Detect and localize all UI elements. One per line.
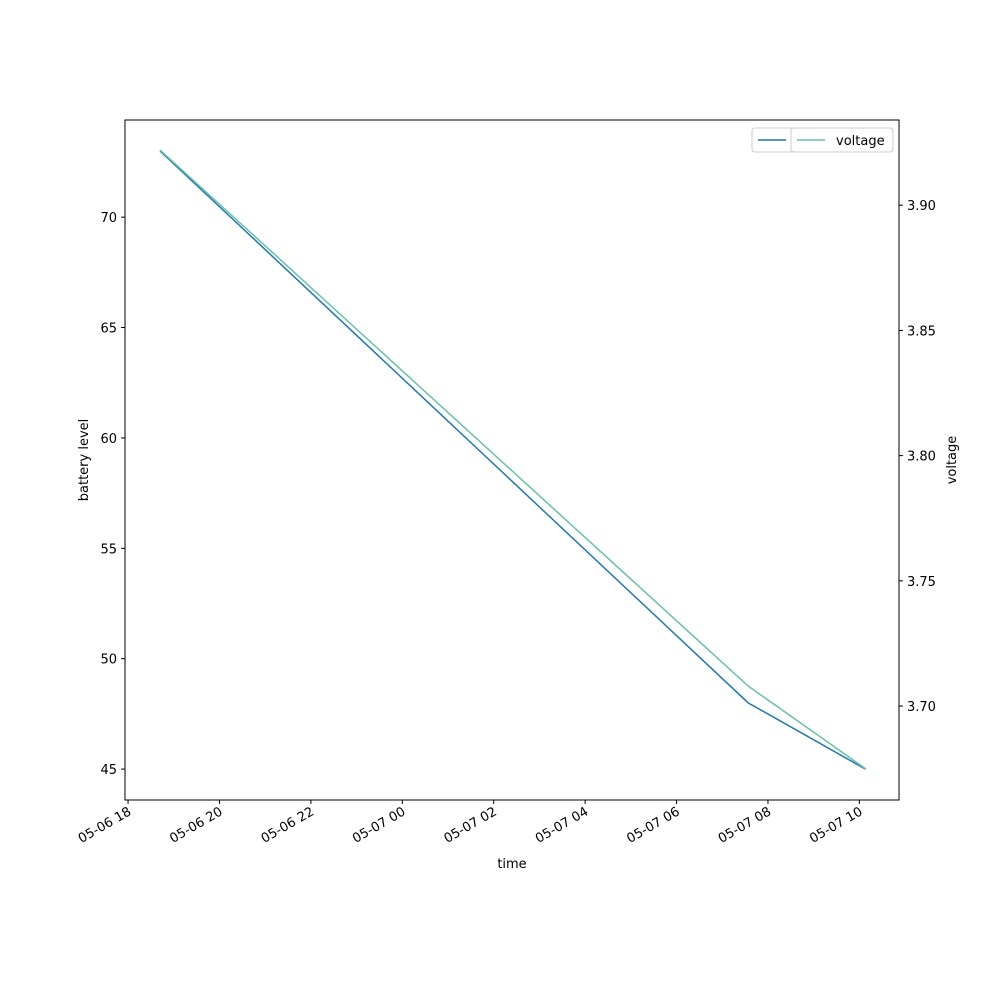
legend-box: [790, 127, 894, 153]
y-tick-label: 45: [100, 763, 117, 778]
legend: voltage: [790, 127, 894, 153]
y-tick-label: 65: [100, 322, 117, 337]
series-line: [159, 149, 866, 770]
y2-tick-label: 3.75: [907, 575, 936, 590]
y-tick-label: 70: [100, 211, 117, 226]
y2-axis-label: voltage: [945, 436, 960, 485]
y-tick-label: 60: [100, 432, 117, 447]
plot-frame: [124, 119, 900, 801]
y2-tick-label: 3.70: [907, 700, 936, 715]
y-tick-label: 55: [100, 542, 117, 557]
y2-tick-label: 3.80: [907, 450, 936, 465]
y-tick-label: 50: [100, 653, 117, 668]
x-axis-label: time: [497, 857, 526, 872]
y-axis-label: battery level: [77, 419, 92, 502]
y2-tick-label: 3.85: [907, 324, 936, 339]
legend-label: voltage: [836, 134, 885, 149]
series-line: [159, 150, 866, 770]
y2-tick-label: 3.90: [907, 199, 936, 214]
